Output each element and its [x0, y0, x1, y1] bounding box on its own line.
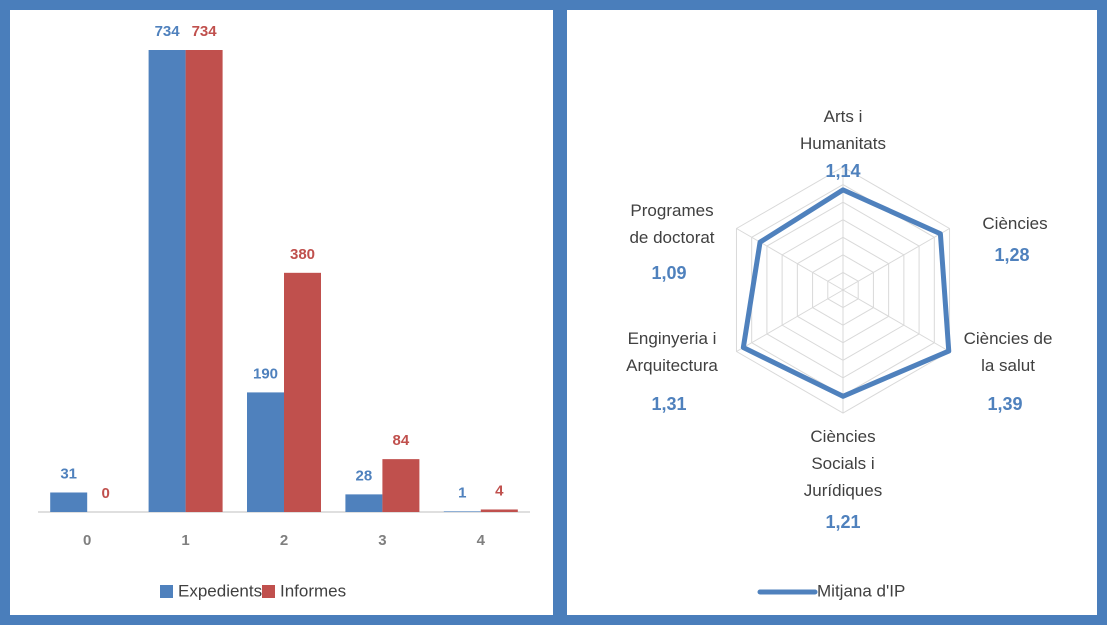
- category-label: Ciències: [982, 214, 1047, 233]
- data-label: 84: [393, 432, 410, 449]
- radar-line: [740, 187, 952, 399]
- bar: [247, 392, 284, 512]
- data-label: 4: [495, 482, 504, 499]
- category-line: Humanitats: [800, 134, 886, 153]
- data-label: 1,28: [994, 245, 1029, 265]
- x-tick-label: 3: [378, 532, 386, 549]
- panel: [10, 10, 553, 615]
- data-label: 0: [102, 485, 110, 502]
- category-line: Ciències: [982, 214, 1047, 233]
- x-tick-label: 4: [477, 532, 486, 549]
- x-tick-label: 0: [83, 532, 91, 549]
- legend-label: Expedients: [178, 581, 262, 600]
- category-label: Programes de doctorat: [629, 201, 714, 247]
- spoke: [842, 228, 950, 291]
- category-line: Enginyeria i: [628, 329, 717, 348]
- category-line: Jurídiques: [804, 481, 882, 500]
- spoke: [736, 289, 844, 352]
- spoke: [842, 289, 950, 352]
- x-tick-label: 1: [181, 532, 189, 549]
- data-label: 190: [253, 365, 278, 382]
- category-line: la salut: [981, 356, 1035, 375]
- category-line: Ciències: [810, 427, 875, 446]
- data-label: 1: [458, 484, 466, 501]
- bar: [50, 492, 88, 512]
- bar: [345, 494, 383, 512]
- category-label: Enginyeria i Arquitectura: [626, 329, 718, 375]
- bar: [443, 511, 481, 512]
- spoke: [736, 228, 844, 291]
- x-tick-label: 2: [280, 532, 288, 549]
- data-label: 28: [356, 467, 373, 484]
- category-line: Arquitectura: [626, 356, 718, 375]
- category-line: Programes: [630, 201, 713, 220]
- data-label: 380: [290, 246, 315, 263]
- data-label: 31: [60, 465, 77, 482]
- legend-label: Informes: [280, 581, 346, 600]
- data-label: 1,21: [825, 512, 860, 532]
- data-label: 1,14: [825, 161, 860, 181]
- legend-label: Mitjana d'IP: [817, 581, 905, 600]
- category-line: Arts i: [824, 107, 863, 126]
- category-line: Socials i: [811, 454, 874, 473]
- bar: [148, 50, 186, 512]
- bar: [185, 50, 223, 512]
- category-label: Ciències Socials i Jurídiques: [804, 427, 882, 500]
- bar: [284, 272, 321, 512]
- legend-swatch: [262, 585, 275, 598]
- category-label: Ciències de la salut: [964, 329, 1053, 375]
- category-label: Arts i Humanitats: [800, 107, 886, 153]
- data-label: 1,09: [651, 263, 686, 283]
- legend-swatch: [160, 585, 173, 598]
- bar: [480, 509, 518, 512]
- panel: [567, 10, 1097, 615]
- data-label: 1,39: [987, 394, 1022, 414]
- bar: [382, 459, 420, 512]
- data-label: 1,31: [651, 394, 686, 414]
- data-label: 734: [192, 23, 218, 40]
- data-label: 734: [155, 23, 181, 40]
- category-line: Ciències de: [964, 329, 1053, 348]
- category-line: de doctorat: [629, 228, 714, 247]
